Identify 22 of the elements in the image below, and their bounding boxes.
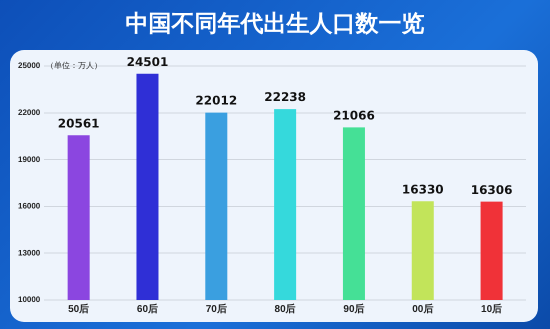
- y-tick-label: 13000: [18, 248, 41, 258]
- x-tick-label: 90后: [343, 302, 365, 315]
- data-label: 16306: [470, 182, 512, 197]
- x-tick-label: 60后: [136, 302, 158, 315]
- x-tick-label: 10后: [481, 302, 502, 315]
- x-tick-label: 50后: [68, 302, 90, 315]
- y-tick-label: 19000: [18, 154, 41, 164]
- data-label: 22012: [195, 94, 238, 108]
- data-label: 21066: [333, 108, 375, 122]
- data-label: 22238: [264, 90, 306, 104]
- x-tick-label: 00后: [412, 302, 434, 315]
- chart-title: 中国不同年代出生人口数一览: [124, 10, 426, 39]
- y-tick-label: 16000: [18, 202, 41, 211]
- y-tick-label: 22000: [18, 108, 41, 118]
- x-tick-label: 80后: [274, 302, 296, 315]
- data-label: 16330: [402, 182, 444, 196]
- y-tick-label: 10000: [18, 295, 41, 304]
- y-tick-label: 25000: [18, 61, 41, 70]
- x-tick-label: 70后: [206, 302, 227, 315]
- data-label: 24501: [126, 54, 168, 69]
- data-label: 20561: [58, 116, 100, 130]
- y-axis-title: （单位：万人）: [46, 61, 102, 70]
